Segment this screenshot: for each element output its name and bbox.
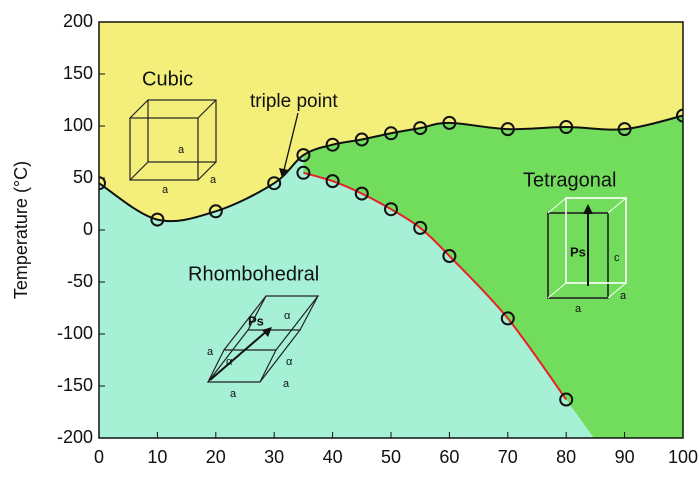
data-point	[354, 132, 369, 147]
annotation-arrowhead	[279, 168, 289, 178]
crystal-label: c	[614, 252, 620, 264]
annotation-arrow	[283, 112, 299, 171]
tetragonal-crystal: Ps c a a	[547, 197, 627, 315]
y-tick-label: 50	[73, 167, 93, 187]
data-point	[559, 120, 574, 135]
x-tick-label: 10	[147, 447, 167, 467]
data-point	[150, 212, 165, 227]
data-point	[442, 249, 457, 263]
crystal-label: a	[283, 378, 290, 390]
y-tick-label: 0	[83, 219, 93, 239]
data-point	[325, 137, 340, 152]
crystal-label: α	[284, 310, 291, 322]
y-tick-label: -200	[57, 427, 93, 447]
region-label: Tetragonal	[523, 169, 616, 191]
crystal-label: Ps	[248, 313, 264, 328]
cubic-crystal: a a a	[129, 99, 217, 196]
data-point	[325, 174, 340, 189]
x-tick-label: 50	[381, 447, 401, 467]
region	[99, 22, 683, 222]
phase-regions	[99, 22, 683, 438]
data-point	[500, 311, 515, 326]
data-point	[559, 392, 574, 407]
x-tick-label: 80	[556, 447, 576, 467]
crystal-label: α	[286, 356, 293, 368]
data-point	[413, 220, 428, 235]
x-tick-label: 30	[264, 447, 284, 467]
x-tick-label: 20	[206, 447, 226, 467]
y-tick-label: 100	[63, 115, 93, 135]
y-axis-label: Temperature (°C)	[11, 161, 31, 299]
crystal-label: a	[230, 388, 237, 400]
data-point	[500, 122, 515, 137]
data-point	[617, 122, 632, 137]
region-label: Rhombohedral	[188, 263, 319, 285]
data-point	[384, 202, 398, 217]
x-tick-label: 0	[94, 447, 104, 467]
phase-boundaries	[99, 108, 683, 407]
y-tick-label: -50	[67, 271, 93, 291]
crystal-label: Ps	[570, 244, 586, 259]
crystal-label: a	[207, 346, 214, 358]
data-point	[413, 121, 428, 136]
x-tick-label: 70	[498, 447, 518, 467]
x-tick-label: 100	[668, 447, 698, 467]
x-tick-label: 40	[323, 447, 343, 467]
y-tick-label: -150	[57, 375, 93, 395]
data-point	[354, 186, 369, 201]
rhombohedral-crystal: α α α Ps a a a	[206, 295, 320, 400]
x-tick-label: 90	[615, 447, 635, 467]
data-point	[296, 165, 311, 180]
y-tick-label: -100	[57, 323, 93, 343]
crystal-label: a	[575, 303, 582, 315]
data-point	[99, 176, 106, 191]
y-tick-label: 150	[63, 63, 93, 83]
crystal-label: a	[178, 144, 185, 156]
annotation: triple point	[250, 91, 338, 112]
region	[99, 155, 594, 438]
crystal-label: a	[210, 174, 217, 186]
data-point	[384, 126, 398, 141]
data-point	[296, 148, 311, 163]
boundary-line	[99, 114, 683, 223]
crystal-label: α	[226, 356, 233, 368]
data-point	[267, 176, 282, 191]
crystal-label: a	[162, 184, 169, 196]
region-label: Cubic	[142, 68, 193, 90]
x-tick-label: 60	[439, 447, 459, 467]
data-point	[676, 108, 683, 123]
y-tick-label: 200	[63, 11, 93, 31]
data-point	[208, 204, 223, 219]
crystal-label: a	[620, 290, 627, 302]
data-point	[442, 115, 457, 130]
